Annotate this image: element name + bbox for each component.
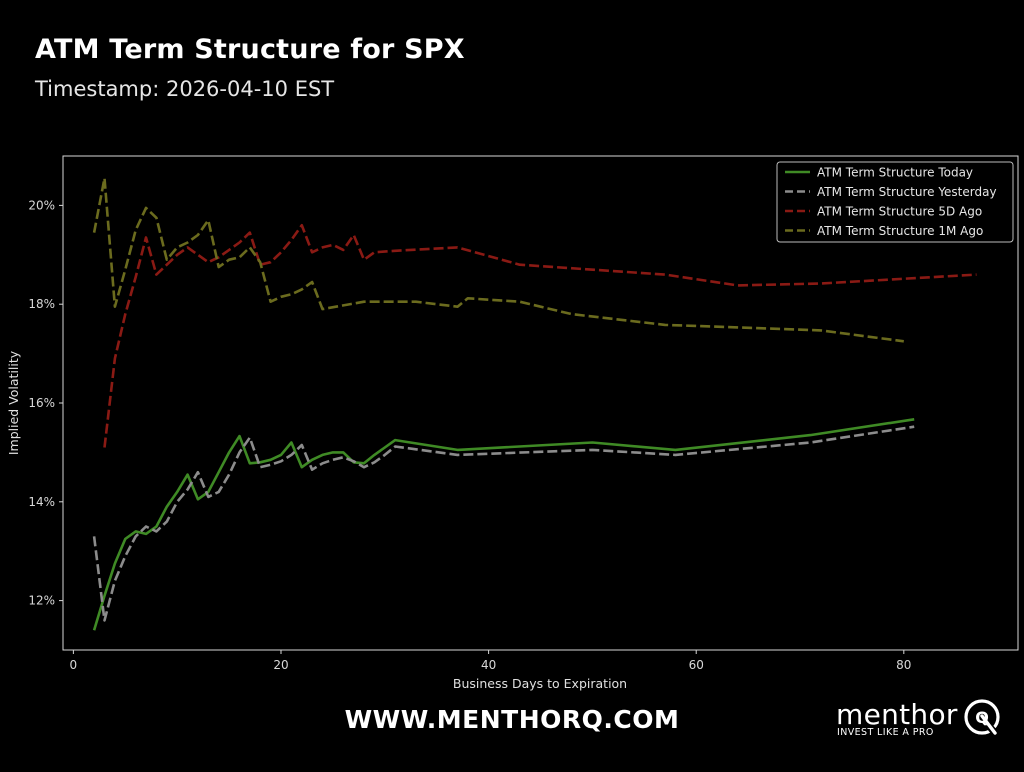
- chart-legend: ATM Term Structure Today ATM Term Structu…: [776, 161, 1014, 243]
- series-line-4: [92, 176, 904, 343]
- series-line-1: [92, 418, 915, 631]
- x-tick-label: 60: [689, 658, 704, 672]
- x-tick-label: 40: [481, 658, 496, 672]
- x-axis-label: Business Days to Expiration: [453, 676, 627, 691]
- y-tick-label: 14%: [28, 495, 55, 509]
- plot-marks: [92, 176, 977, 631]
- q-logo-icon: Q: [964, 699, 1000, 736]
- chart-subtitle: Timestamp: 2026-04-10 EST: [35, 77, 335, 101]
- brand-logo: menthor Q INVEST LIKE A PRO: [836, 698, 1016, 748]
- x-tick-label: 80: [896, 658, 911, 672]
- legend-label-3: ATM Term Structure 5D Ago: [817, 205, 982, 219]
- website-footer: WWW.MENTHORQ.COM: [344, 705, 680, 734]
- y-tick-label: 20%: [28, 198, 55, 212]
- legend-label-4: ATM Term Structure 1M Ago: [817, 224, 983, 238]
- x-axis: 0 20 40 60 80: [70, 650, 911, 672]
- y-axis-label: Implied Volatility: [6, 350, 21, 455]
- x-tick-label: 0: [70, 658, 78, 672]
- legend-label-2: ATM Term Structure Yesterday: [817, 185, 997, 199]
- y-tick-label: 18%: [28, 297, 55, 311]
- chart-title: ATM Term Structure for SPX: [35, 34, 465, 65]
- x-tick-label: 20: [273, 658, 288, 672]
- series-line-3: [103, 223, 977, 448]
- y-tick-label: 12%: [28, 594, 55, 608]
- brand-letter: Q: [975, 708, 989, 727]
- brand-tagline: INVEST LIKE A PRO: [837, 727, 934, 738]
- legend-label-1: ATM Term Structure Today: [817, 166, 973, 180]
- brand-name: menthor: [836, 698, 958, 731]
- y-tick-label: 16%: [28, 396, 55, 410]
- y-axis: 12% 14% 16% 18% 20%: [28, 198, 63, 608]
- series-line-2: [92, 425, 915, 622]
- legend-box: [776, 161, 1014, 243]
